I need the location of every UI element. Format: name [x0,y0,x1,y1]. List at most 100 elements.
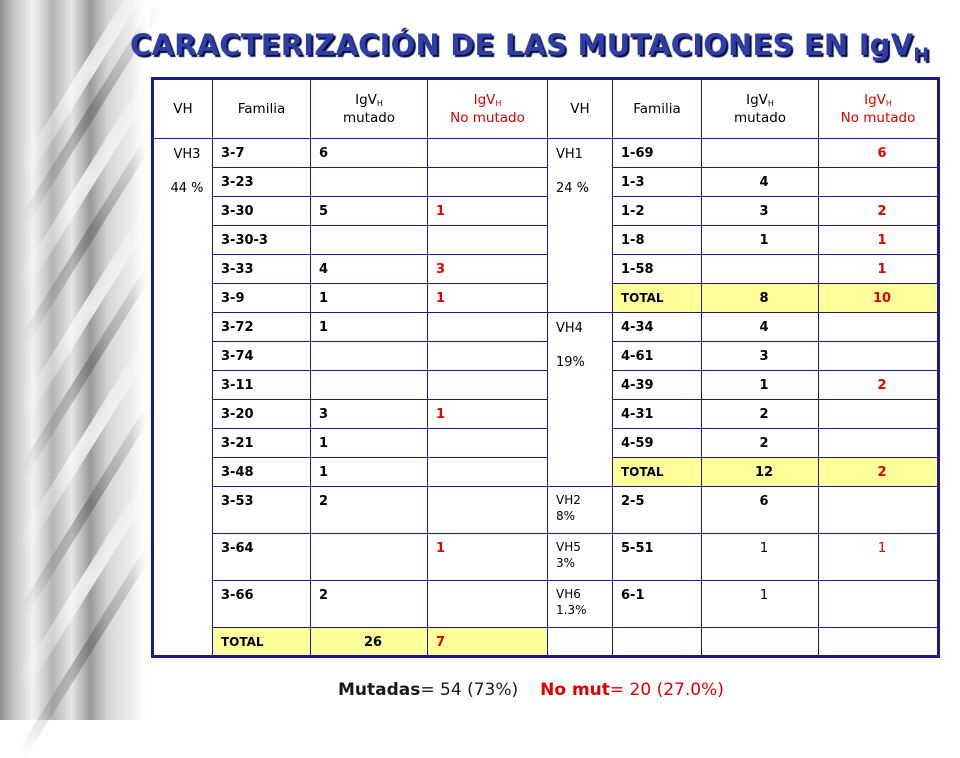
table-row: 3-72 1 VH4 19% 4-34 4 [153,312,939,487]
empty-cell [818,627,939,657]
title-sub: H [913,44,930,66]
header-vh-right: VH [547,78,613,139]
left-total-label: TOTAL [212,627,311,657]
left-family: 3-53 [212,486,311,534]
header-no-mutado-right: IgVH No mutado [818,78,939,139]
empty-cell [612,627,702,657]
table-row: 3-20 3 1 4-31 2 [153,399,939,429]
vh5-family-cell: VH5 3% [547,533,613,581]
decorative-metal-bar [0,0,165,758]
left-mutado: 2 [310,486,428,534]
right-family: 1-69 [612,138,702,168]
left-family: 3-64 [212,533,311,581]
right-family: 4-39 [612,370,702,400]
mutadas-label: Mutadas [338,680,421,700]
right-no-mutado [818,486,939,534]
right-mutado: 1 [701,225,819,255]
left-family: 3-11 [212,370,311,400]
right-mutado: 4 [701,312,819,342]
right-no-mutado [818,428,939,458]
mutation-table: VH Familia IgVH mutado IgVH No mutado VH F… [151,77,940,658]
table-row: TOTAL 26 7 [153,627,939,657]
left-family: 3-48 [212,457,311,487]
header-no-mutado-left: IgVH No mutado [427,78,548,139]
table-row: 3-11 4-39 1 2 [153,370,939,400]
mutadas-value: = 54 (73%) [420,680,519,700]
left-family: 3-33 [212,254,311,284]
left-mutado: 4 [310,254,428,284]
left-family: 3-23 [212,167,311,197]
right-no-mutado [818,341,939,371]
right-no-mutado [818,312,939,342]
right-family: 4-31 [612,399,702,429]
left-family: 3-20 [212,399,311,429]
left-no-mutado: 1 [427,533,548,581]
left-mutado: 5 [310,196,428,226]
right-family: 4-61 [612,341,702,371]
left-family: 3-30-3 [212,225,311,255]
table-row: 3-33 4 3 1-58 1 [153,254,939,284]
right-family: 1-58 [612,254,702,284]
right-no-mutado: 2 [818,196,939,226]
left-no-mutado [427,312,548,342]
left-mutado [310,370,428,400]
left-no-mutado: 3 [427,254,548,284]
left-no-mutado [427,138,548,168]
left-no-mutado [427,167,548,197]
vh4-family-cell: VH4 19% [547,312,613,487]
right-family: 1-8 [612,225,702,255]
right-no-mutado: 6 [818,138,939,168]
empty-cell [701,627,819,657]
table-row: 3-48 1 TOTAL 12 2 [153,457,939,487]
header-familia-left: Familia [212,78,311,139]
table-row: 3-30 5 1 1-2 3 2 [153,196,939,226]
right-no-mutado: 1 [818,254,939,284]
vh6-family-cell: VH6 1.3% [547,580,613,628]
left-no-mutado [427,428,548,458]
right-mutado: 2 [701,428,819,458]
right-mutado: 2 [701,399,819,429]
page-title: CARACTERIZACIÓN DE LAS MUTACIONES EN IgV… [130,28,950,66]
header-vh-left: VH [152,78,213,139]
table-row: 3-9 1 1 TOTAL 8 10 [153,283,939,313]
right-no-mutado [818,167,939,197]
left-mutado: 1 [310,312,428,342]
left-no-mutado [427,370,548,400]
table-row: VH3 44 % 3-7 6 VH1 24 % 1-69 6 [152,138,939,657]
table-row: 3-30-3 1-8 1 1 [153,225,939,255]
right-family: 6-1 [612,580,702,628]
right-mutado: 1 [701,580,819,628]
left-mutado: 1 [310,283,428,313]
right-mutado: 1 [701,533,819,581]
no-mut-label: No mut [540,680,610,700]
left-no-mutado [427,580,548,628]
left-total-no-mutado: 7 [427,627,548,657]
left-total-mutado: 26 [310,627,428,657]
right-total-mutado: 8 [701,283,819,313]
right-total-mutado: 12 [701,457,819,487]
right-total-label: TOTAL [612,457,702,487]
left-mutado: 1 [310,428,428,458]
left-no-mutado: 1 [427,196,548,226]
left-mutado [310,341,428,371]
vh3-family-cell: VH3 44 % [152,138,213,657]
left-mutado: 3 [310,399,428,429]
left-family: 3-21 [212,428,311,458]
right-mutado [701,254,819,284]
title-main: CARACTERIZACIÓN DE LAS MUTACIONES EN IgV [130,28,914,62]
left-mutado: 2 [310,580,428,628]
empty-cell [547,627,613,657]
left-mutado [310,533,428,581]
right-family: 5-51 [612,533,702,581]
right-no-mutado: 1 [818,533,939,581]
right-family: 1-2 [612,196,702,226]
left-family: 3-9 [212,283,311,313]
right-mutado: 3 [701,196,819,226]
table-row: 3-64 1 VH5 3% 5-51 1 1 [153,533,939,581]
vh1-family-cell: VH1 24 % [547,138,613,313]
right-mutado: 4 [701,167,819,197]
right-family: 4-59 [612,428,702,458]
right-no-mutado: 1 [818,225,939,255]
table-row: 3-23 1-3 4 [153,167,939,197]
left-family: 3-66 [212,580,311,628]
